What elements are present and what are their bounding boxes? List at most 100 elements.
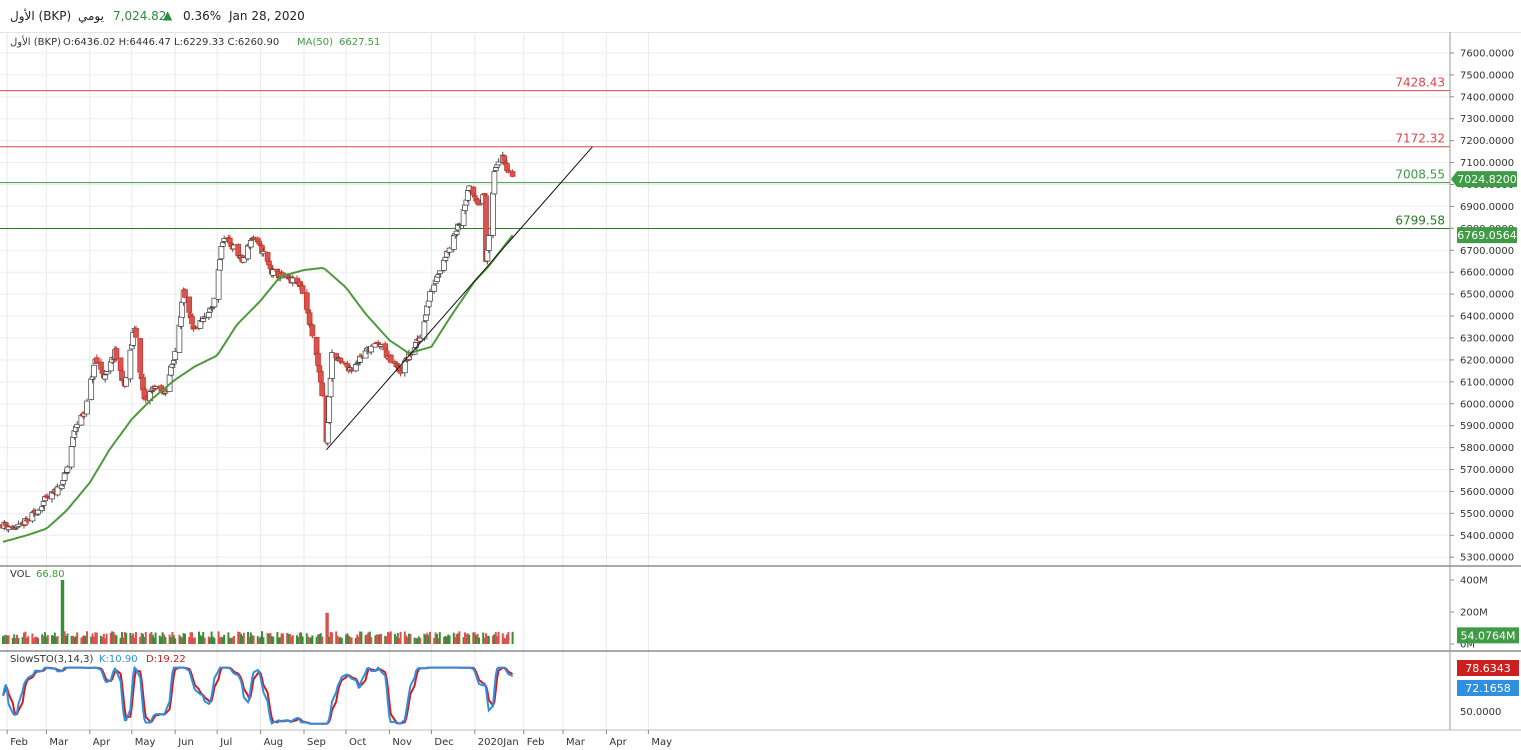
ma-price-tag-label: 6769.0564 — [1457, 229, 1517, 242]
volume-bar — [359, 631, 361, 644]
candle-body — [74, 423, 81, 428]
volume-bar — [13, 634, 16, 644]
volume-bar — [286, 632, 289, 644]
volume-bar — [368, 631, 371, 644]
volume-bar — [247, 631, 249, 644]
volume-bar — [503, 637, 506, 644]
candle-body — [247, 240, 254, 248]
volume-bar — [297, 637, 300, 644]
volume-bar — [424, 635, 427, 644]
candle-body — [274, 268, 281, 272]
volume-bar — [11, 637, 14, 644]
candle-body — [309, 324, 316, 337]
candle-body — [240, 257, 247, 263]
volume-bar — [241, 635, 244, 644]
volume-bar — [45, 636, 48, 644]
volume-bar — [105, 633, 108, 644]
candle-body — [455, 223, 461, 231]
volume-bar — [256, 636, 259, 644]
candle-body — [63, 472, 69, 475]
candle-body — [219, 242, 226, 247]
time-tick-label: Feb — [527, 737, 545, 748]
volume-bar — [261, 631, 263, 644]
volume-bar — [109, 632, 112, 644]
time-tick-label: Mar — [566, 737, 586, 748]
stochastic-title: SlowSTO(3,14,3) — [10, 654, 93, 665]
volume-bar — [163, 634, 165, 644]
candle-body — [176, 324, 183, 353]
volume-bar — [101, 636, 104, 644]
volume-bar — [298, 632, 301, 644]
volume-bar — [223, 634, 226, 644]
legend-ma-value: 6627.51 — [339, 37, 380, 48]
candle-body — [422, 314, 429, 321]
volume-bar — [475, 635, 478, 644]
time-tick-label: Sep — [307, 737, 326, 748]
price-tick-label: 6600.0000 — [1460, 268, 1514, 279]
volume-bar — [466, 633, 469, 644]
symbol-label[interactable]: الأول (BKP) — [10, 9, 72, 23]
trend-line[interactable] — [326, 146, 593, 451]
volume-bar — [161, 632, 164, 644]
candle-body — [338, 361, 345, 364]
grid-lines — [0, 32, 1450, 730]
volume-bar — [308, 637, 311, 644]
volume-bar — [237, 631, 240, 644]
volume-bar — [198, 631, 200, 644]
candle-body — [91, 364, 97, 378]
volume-bar — [150, 631, 153, 644]
stochastic-pane: SlowSTO(3,14,3) K:10.90 D:19.22 50.0000 7… — [2, 654, 1519, 725]
volume-bar — [94, 632, 97, 644]
volume-bar — [444, 635, 447, 644]
price-tick-label: 5400.0000 — [1460, 531, 1514, 542]
candle-body — [427, 291, 433, 302]
candle-body — [382, 343, 389, 351]
time-tick-label: Mar — [49, 737, 69, 748]
volume-bar — [231, 637, 234, 644]
volume-bar — [34, 636, 37, 644]
ma50-line — [2, 234, 514, 543]
candle-body — [470, 186, 477, 196]
horizontal-levels: 7428.43 7172.32 7008.55 6799.58 — [0, 76, 1450, 229]
volume-bar — [6, 635, 9, 644]
volume-bar — [65, 635, 67, 644]
volume-bar — [52, 635, 55, 644]
volume-bar — [115, 635, 118, 644]
volume-bar — [70, 635, 73, 644]
volume-bar — [259, 636, 262, 644]
volume-tick-label: 400M — [1460, 576, 1488, 587]
volume-bar — [485, 633, 487, 644]
volume-bar — [121, 632, 123, 644]
candle-body — [299, 285, 306, 294]
chart-canvas[interactable]: الأول (BKP) O:6436.02 H:6446.47 L:6229.3… — [0, 32, 1521, 750]
volume-bar — [417, 636, 420, 644]
volume-bar — [394, 634, 396, 644]
price-pane[interactable]: الأول (BKP) O:6436.02 H:6446.47 L:6229.3… — [0, 35, 1517, 564]
candle-body — [54, 486, 61, 496]
price-tick-label: 7200.0000 — [1460, 136, 1514, 147]
volume-bar — [189, 632, 192, 644]
time-tick-label: May — [135, 737, 156, 748]
candle-body — [474, 199, 481, 204]
volume-bar — [248, 637, 251, 644]
volume-bar — [102, 633, 105, 644]
candle-body — [170, 360, 177, 365]
volume-bar — [464, 632, 466, 644]
volume-bar — [384, 635, 387, 644]
candle-body — [189, 316, 195, 325]
volume-value: 66.80 — [36, 569, 65, 580]
volume-bar — [268, 634, 270, 644]
volume-bar — [478, 637, 480, 644]
price-tick-label: 5700.0000 — [1460, 465, 1514, 476]
volume-bar — [160, 636, 163, 644]
volume-bar — [46, 635, 49, 644]
candle-body — [446, 247, 453, 253]
candle-body — [481, 193, 488, 196]
volume-bar — [429, 631, 431, 644]
volume-bar — [202, 631, 205, 644]
candle-body — [172, 351, 179, 360]
time-tick-label: Apr — [93, 737, 111, 748]
interval-label[interactable]: يومي — [78, 9, 104, 23]
candle-body — [127, 349, 134, 380]
